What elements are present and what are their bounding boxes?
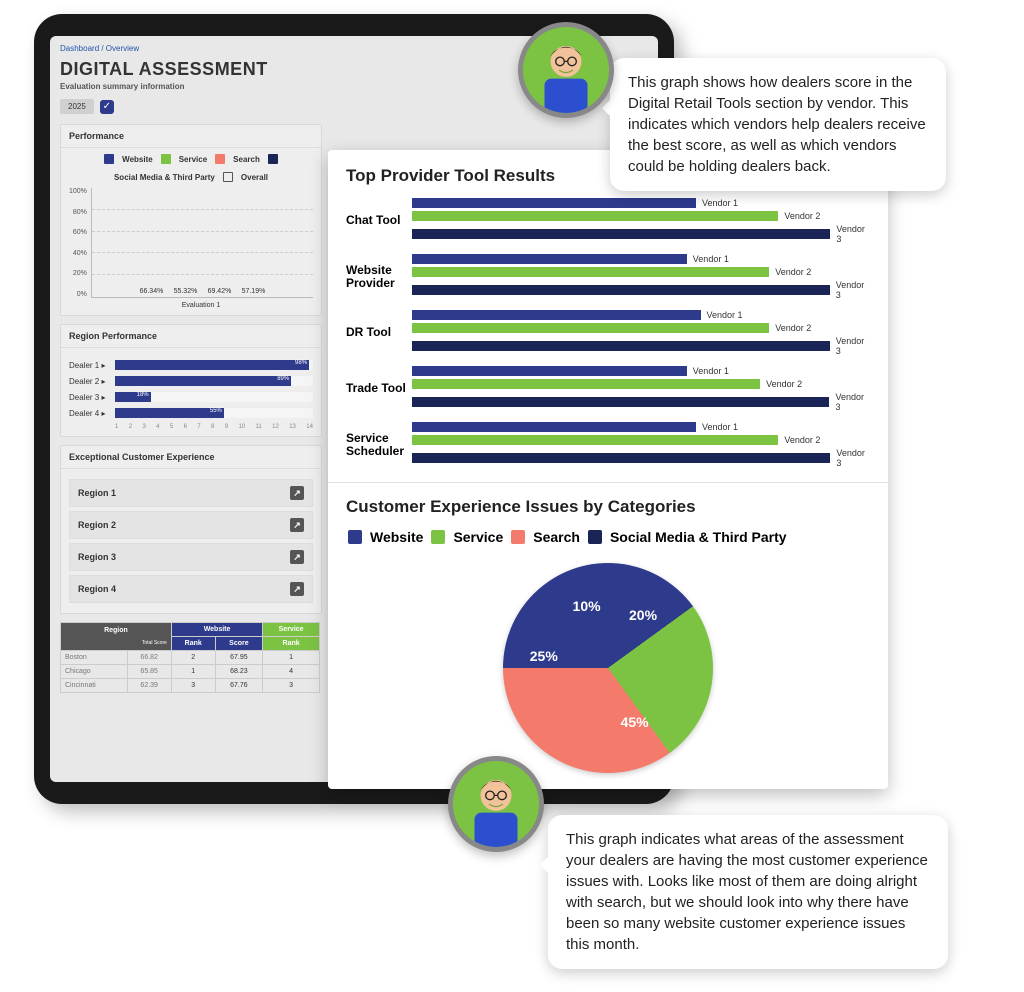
year-checkbox[interactable]: ✓ — [100, 100, 114, 114]
provider-chart: Chat ToolVendor 1Vendor 2Vendor 3 Website… — [346, 198, 870, 468]
performance-panel: Performance WebsiteServiceSearchSocial M… — [60, 124, 322, 316]
year-selector[interactable]: 2025 — [60, 99, 94, 114]
th-website: Website — [171, 623, 262, 637]
table-row[interactable]: Cincinnati62.39367.763 — [61, 679, 320, 693]
ece-region-row[interactable]: Region 4↗ — [69, 575, 313, 603]
ece-panel: Exceptional Customer Experience Region 1… — [60, 445, 322, 614]
th-rank2: Rank — [263, 637, 320, 651]
avatar-top — [518, 22, 614, 118]
table-row[interactable]: Boston66.82267.951 — [61, 651, 320, 665]
region-performance-panel: Region Performance Dealer 1 ▸98% Dealer 2… — [60, 324, 322, 437]
expand-icon[interactable]: ↗ — [290, 518, 304, 532]
avatar-bottom — [448, 756, 544, 852]
commentary-bubble-bottom: This graph indicates what areas of the a… — [548, 815, 948, 969]
table-row[interactable]: Chicago65.85168.234 — [61, 665, 320, 679]
th-score: Score — [215, 637, 263, 651]
region-dealer-row[interactable]: Dealer 1 ▸98% — [69, 360, 313, 370]
commentary-bubble-top: This graph shows how dealers score in th… — [610, 58, 946, 191]
performance-xlabel: Evaluation 1 — [69, 302, 313, 309]
provider-tool-row: Website ProviderVendor 1Vendor 2Vendor 3 — [346, 254, 870, 300]
expand-icon[interactable]: ↗ — [290, 486, 304, 500]
expand-icon[interactable]: ↗ — [290, 550, 304, 564]
th-region: Region — [104, 627, 128, 634]
ece-region-row[interactable]: Region 2↗ — [69, 511, 313, 539]
performance-legend: WebsiteServiceSearchSocial Media & Third… — [69, 154, 313, 182]
pie-legend: WebsiteServiceSearchSocial Media & Third… — [348, 529, 870, 545]
performance-heading: Performance — [61, 125, 321, 148]
performance-chart: 100%80%60%40%20%0% 66.34%55.32%69.42%57.… — [69, 188, 313, 298]
region-performance-heading: Region Performance — [61, 325, 321, 348]
region-dealer-row[interactable]: Dealer 3 ▸18% — [69, 392, 313, 402]
region-dealer-row[interactable]: Dealer 2 ▸89% — [69, 376, 313, 386]
th-service: Service — [263, 623, 320, 637]
pie-title: Customer Experience Issues by Categories — [346, 497, 870, 517]
ece-heading: Exceptional Customer Experience — [61, 446, 321, 469]
ece-region-row[interactable]: Region 3↗ — [69, 543, 313, 571]
score-table: RegionTotal Score Website Service Rank S… — [60, 622, 320, 693]
provider-tool-row: Trade ToolVendor 1Vendor 2Vendor 3 — [346, 366, 870, 412]
ece-region-row[interactable]: Region 1↗ — [69, 479, 313, 507]
pie-chart: 20%45%25%10% — [503, 563, 713, 773]
expand-icon[interactable]: ↗ — [290, 582, 304, 596]
provider-tool-row: Chat ToolVendor 1Vendor 2Vendor 3 — [346, 198, 870, 244]
provider-tool-row: DR ToolVendor 1Vendor 2Vendor 3 — [346, 310, 870, 356]
popout-card: Top Provider Tool Results Chat ToolVendo… — [328, 150, 888, 789]
th-rank: Rank — [171, 637, 215, 651]
region-dealer-row[interactable]: Dealer 4 ▸55% — [69, 408, 313, 418]
provider-tool-row: Service SchedulerVendor 1Vendor 2Vendor … — [346, 422, 870, 468]
